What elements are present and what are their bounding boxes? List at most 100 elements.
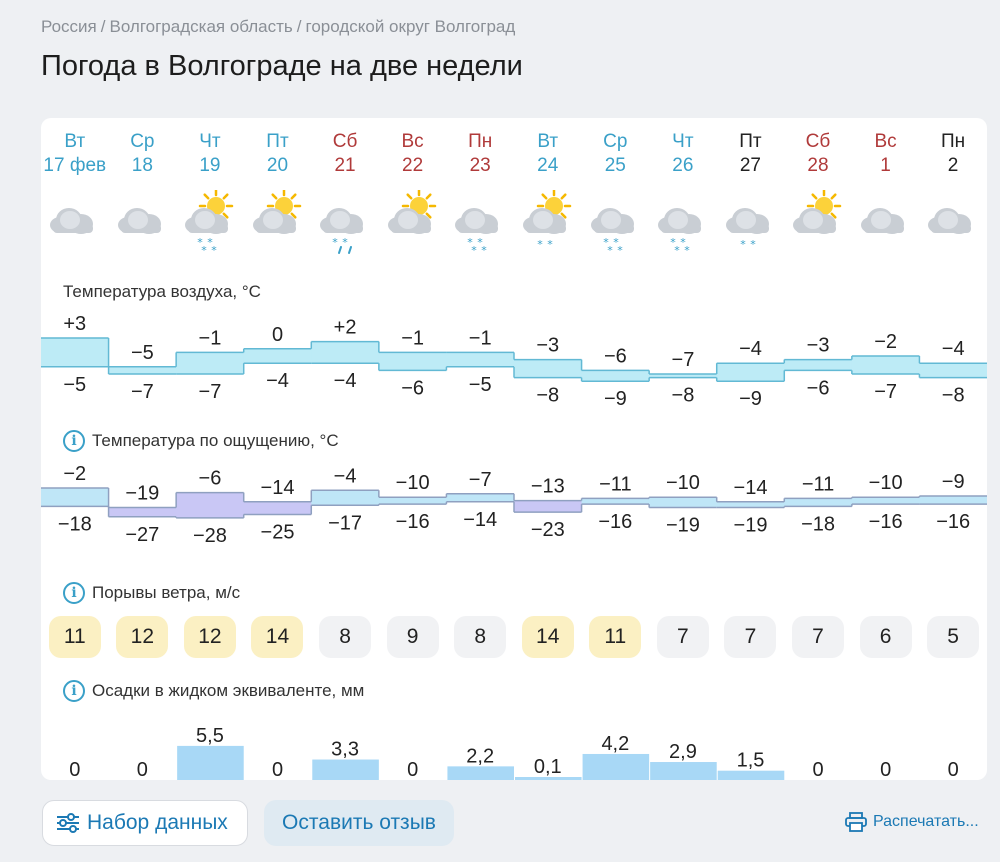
day-name: Сб bbox=[805, 131, 831, 152]
wind-cell: 12 bbox=[176, 616, 244, 660]
cloud-shape bbox=[387, 208, 431, 234]
temp-max-label: −14 bbox=[734, 477, 768, 499]
cloud-shape bbox=[725, 208, 769, 234]
day-date: 27 bbox=[739, 155, 761, 176]
weather-icon-cell bbox=[784, 188, 852, 268]
day-header[interactable]: Ср 25 bbox=[582, 130, 650, 182]
temp-max-label: −10 bbox=[396, 472, 430, 494]
weather-icon-cell bbox=[919, 188, 987, 268]
snow-icon: * ** * bbox=[603, 236, 623, 257]
day-header[interactable]: Пн 2 bbox=[919, 130, 987, 182]
svg-text:*: * bbox=[468, 236, 474, 249]
svg-text:*: * bbox=[674, 244, 680, 257]
day-date: 25 bbox=[604, 155, 626, 176]
wind-gust-value: 11 bbox=[589, 616, 642, 658]
svg-text:*: * bbox=[343, 236, 349, 249]
print-link[interactable]: Распечатать... bbox=[845, 812, 979, 832]
info-icon[interactable]: i bbox=[63, 680, 85, 702]
temp-max-label: −11 bbox=[599, 473, 631, 495]
day-name: Вт bbox=[64, 131, 86, 152]
temp-min-label: −8 bbox=[942, 385, 965, 407]
temp-min-label: −23 bbox=[531, 519, 565, 541]
day-header[interactable]: Вс 1 bbox=[852, 130, 920, 182]
temp-band-bar bbox=[243, 501, 312, 515]
air-temp-label: Температура воздуха, °C bbox=[63, 282, 261, 302]
temp-band-bar bbox=[514, 500, 583, 513]
temp-max-label: −5 bbox=[131, 342, 154, 364]
cloud-shape bbox=[455, 208, 499, 234]
temp-band-bar bbox=[108, 366, 177, 374]
day-date: 2 bbox=[947, 155, 959, 176]
wind-cell: 5 bbox=[919, 616, 987, 660]
temp-min-label: −18 bbox=[58, 513, 92, 535]
temp-min-label: −28 bbox=[193, 525, 227, 547]
svg-text:*: * bbox=[680, 236, 686, 249]
temp-max-label: −7 bbox=[469, 469, 492, 491]
temp-band-bar bbox=[311, 490, 380, 506]
weather-icon-cell: * * * * bbox=[176, 188, 244, 268]
feedback-button[interactable]: Оставить отзыв bbox=[264, 800, 454, 846]
weather-icon-cell bbox=[244, 188, 312, 268]
day-date: 18 bbox=[131, 155, 153, 176]
wind-gust-value: 7 bbox=[724, 616, 777, 658]
breadcrumb-country[interactable]: Россия bbox=[41, 17, 97, 36]
weather-icon-cell bbox=[41, 188, 109, 268]
temp-max-label: −6 bbox=[604, 345, 627, 367]
cloud-icon bbox=[117, 208, 161, 234]
svg-text:*: * bbox=[750, 238, 756, 251]
day-name: Пн bbox=[468, 131, 493, 152]
sun-cloud-icon: * * bbox=[522, 190, 572, 251]
day-name: Вс bbox=[874, 131, 897, 152]
dataset-button[interactable]: Набор данных bbox=[42, 800, 248, 846]
wind-gust-value: 12 bbox=[116, 616, 169, 658]
cloud-shape bbox=[252, 208, 296, 234]
temp-max-label: +2 bbox=[334, 317, 357, 339]
temp-min-label: −5 bbox=[63, 374, 86, 396]
day-header[interactable]: Сб 21 bbox=[311, 130, 379, 182]
day-name: Ср bbox=[130, 131, 155, 152]
feels-like-label-text: Температура по ощущению, °C bbox=[92, 431, 339, 450]
breadcrumb-city[interactable]: городской округ Волгоград bbox=[305, 17, 516, 36]
day-header[interactable]: Сб 28 bbox=[784, 130, 852, 182]
printer-icon bbox=[845, 812, 867, 832]
precip-label: i Осадки в жидком эквиваленте, мм bbox=[63, 680, 364, 702]
svg-text:*: * bbox=[472, 244, 478, 257]
day-header[interactable]: Вт 17 фев bbox=[41, 130, 109, 182]
day-header[interactable]: Вс 22 bbox=[379, 130, 447, 182]
day-name: Пт bbox=[266, 131, 289, 152]
svg-text:*: * bbox=[482, 244, 488, 257]
cloud-icon: * ** * bbox=[590, 208, 634, 257]
precip-bar bbox=[177, 745, 244, 780]
svg-text:*: * bbox=[197, 236, 203, 249]
temp-band-bar bbox=[378, 352, 447, 371]
wind-cell: 6 bbox=[852, 616, 920, 660]
day-header[interactable]: Чт 26 bbox=[649, 130, 717, 182]
day-header[interactable]: Вт 24 bbox=[514, 130, 582, 182]
day-header[interactable]: Пт 20 bbox=[244, 130, 312, 182]
temp-max-label: −2 bbox=[874, 331, 897, 353]
day-date: 23 bbox=[469, 155, 491, 176]
precip-label: 0 bbox=[137, 759, 148, 780]
info-icon[interactable]: i bbox=[63, 582, 85, 604]
breadcrumb-region[interactable]: Волгоградская область bbox=[109, 17, 293, 36]
wind-cell: 8 bbox=[446, 616, 514, 660]
temp-max-label: −10 bbox=[666, 472, 700, 494]
temp-min-label: −16 bbox=[396, 511, 430, 533]
day-header[interactable]: Пн 23 bbox=[446, 130, 514, 182]
wind-gust-value: 14 bbox=[251, 616, 304, 658]
precip-bar bbox=[582, 753, 650, 780]
temp-max-label: −10 bbox=[869, 472, 903, 494]
day-header[interactable]: Пт 27 bbox=[717, 130, 785, 182]
sun-cloud-icon: * ** * bbox=[185, 190, 234, 257]
temp-max-label: −4 bbox=[334, 465, 357, 487]
cloud-shape bbox=[793, 208, 837, 234]
feels-like-chart: −2 −18 −19 −27 −6 −28 −14 −25 −4 −17 −10 −16 −7 −14 −1… bbox=[41, 452, 987, 564]
breadcrumb-separator: / bbox=[100, 17, 106, 36]
cloud-icon: * * bbox=[725, 208, 769, 251]
day-name: Сб bbox=[332, 131, 358, 152]
info-icon[interactable]: i bbox=[63, 430, 85, 452]
day-header[interactable]: Ср 18 bbox=[109, 130, 177, 182]
snow-icon: * ** * bbox=[670, 236, 690, 257]
wind-cell: 14 bbox=[244, 616, 312, 660]
day-header[interactable]: Чт 19 bbox=[176, 130, 244, 182]
